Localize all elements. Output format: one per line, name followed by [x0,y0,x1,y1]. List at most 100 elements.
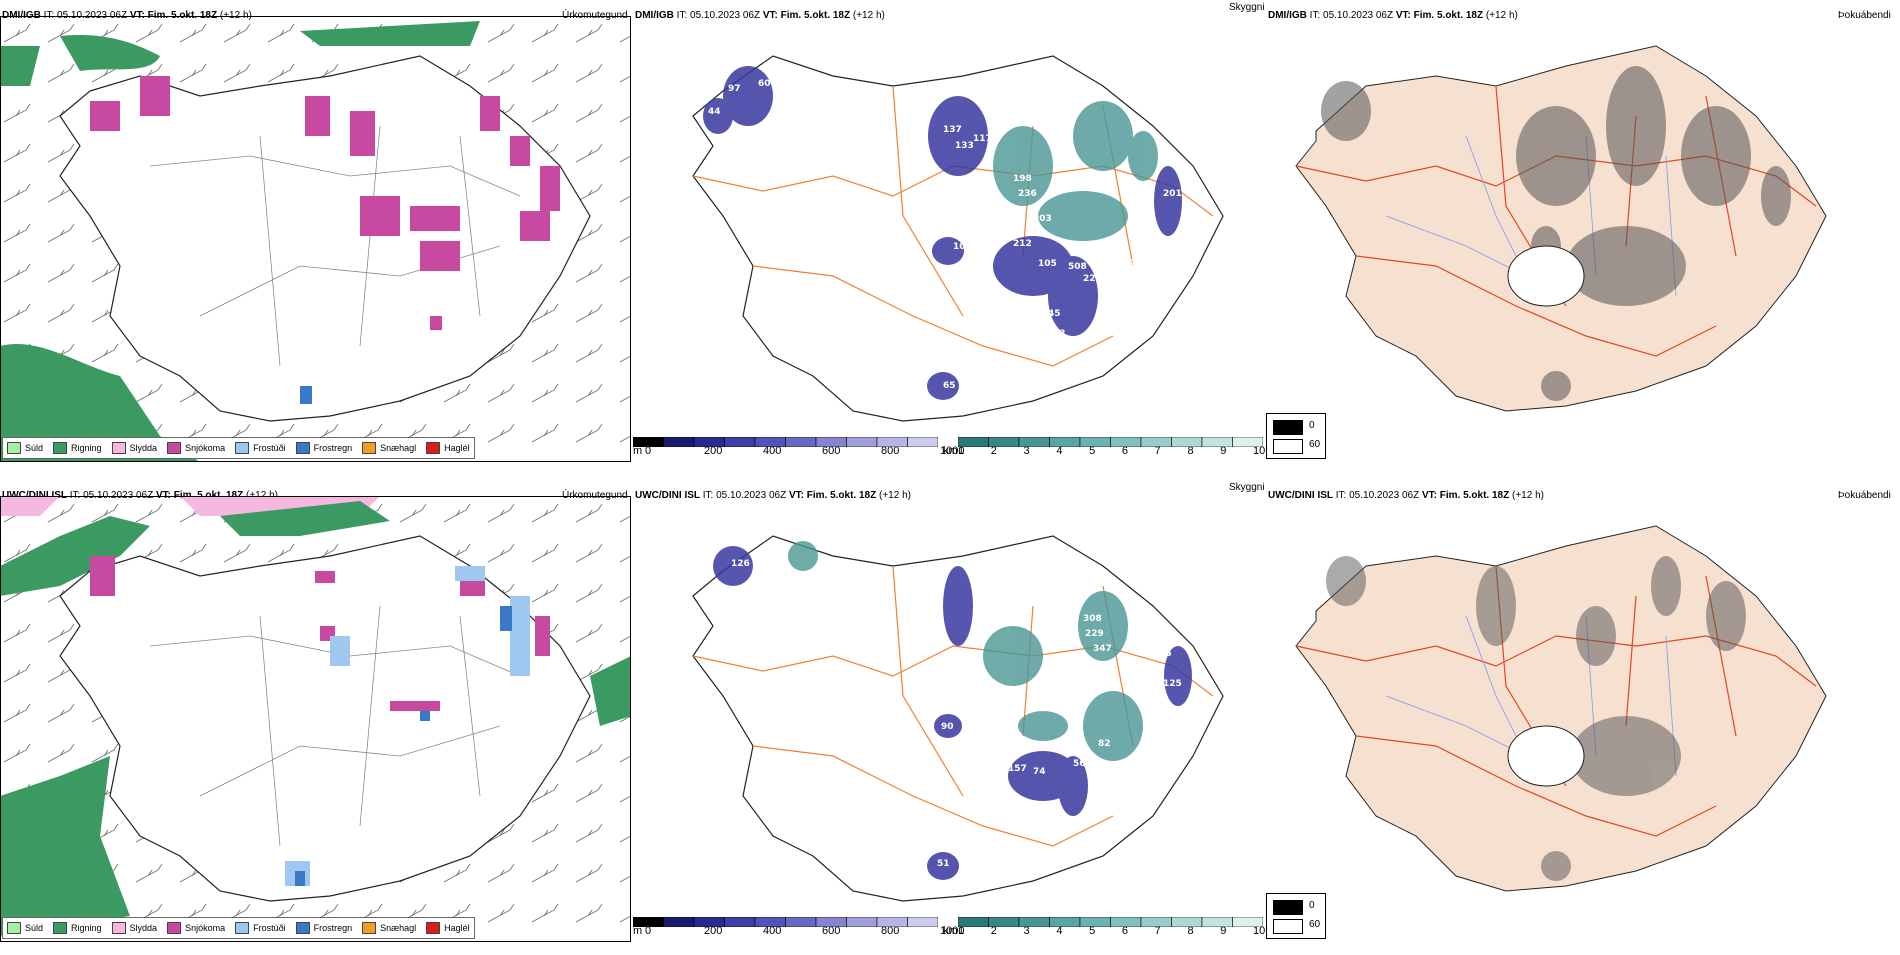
glacier [1507,245,1585,307]
cloud-base-value: 90 [941,722,954,732]
it-label: IT: [1335,490,1347,501]
colorbar-tick: 5 [1089,445,1096,457]
it-value: 05.10.2023 06Z [57,10,128,21]
colorbar-swatch [907,917,938,927]
vt-label: VT: [129,10,145,21]
swatch [426,442,441,454]
lead-time: (+12 h) [1512,490,1544,501]
it-label: IT: [676,10,688,21]
it-label: IT: [702,490,714,501]
row2-cloud-panel: UWC/DINI ISL IT: 05.10.2023 06Z VT: Fim.… [633,480,1266,955]
vt-label: VT: [762,10,778,21]
snow-areas [90,76,560,330]
cloud-base-value: 60 [758,79,771,89]
colorbar-tick: 3 [1023,925,1030,937]
fog-label-60: 60 [1309,919,1321,930]
cloud-base-value: 30 [963,669,976,679]
cloud-base-value: 74 [1033,767,1046,777]
mid-cloud-areas [788,541,1143,761]
colorbar-tick: 800 [881,925,900,937]
it-value: 05.10.2023 06Z [1323,10,1394,21]
row1-precip-panel: DMI/IGB IT: 05.10.2023 06Z VT: Fim. 5.ok… [0,0,633,475]
rain-area [60,35,160,71]
cloud-base-value: 13 [998,704,1011,714]
colorbar-swatch [1232,917,1263,927]
cloud-base-value: 137 [943,125,962,135]
visibility-unit: km [943,445,958,457]
cloud-base-value: 97 [728,84,741,94]
cloud-base-value: 65 [943,381,956,391]
low-cloud-areas [703,66,1182,400]
fog-label-60: 60 [1309,439,1321,450]
colorbar-swatch [785,437,817,447]
cloud-base-value: 508 [1068,262,1087,272]
rivers [1385,615,1677,777]
colorbar-tick: 1 [958,925,965,937]
fog-label-0: 0 [1309,420,1315,431]
row2-fog-map [1295,525,1827,892]
lead-time: (+12 h) [1485,10,1518,21]
it-value: 05.10.2023 06Z [1349,490,1420,501]
row1-precip-frame [0,16,631,462]
row1-cloud-map: 97 60 44 137 133 64 117 198 236 104 212 203 105 508 22… [692,55,1224,422]
rain-area [220,501,390,536]
row1-cloud-header: DMI/IGB IT: 05.10.2023 06Z VT: Fim. 5.ok… [635,10,885,21]
fog-shading [1321,66,1791,401]
it-value: 05.10.2023 06Z [83,490,154,501]
it-label: IT: [69,490,81,501]
legend-item-sleet: Slydda [111,922,157,934]
low-cloud-areas [713,546,1192,880]
colorbar-tick: 600 [822,445,841,457]
colorbar-swatch [846,437,878,447]
visibility-swatches [958,917,1263,927]
colorbar-tick: 2 [990,925,997,937]
fog-swatch-0 [1273,900,1303,915]
colorbar-swatch [785,917,817,927]
model-name: DMI/IGB [1268,10,1307,21]
cloud-base-value: 13 [1053,329,1066,339]
colorbar-tick: 9 [1220,925,1227,937]
rain-area [0,516,150,596]
row2-fog-header: UWC/DINI ISL IT: 05.10.2023 06Z VT: Fim.… [1268,490,1544,501]
rain-area [0,46,40,86]
colorbar-swatch [663,437,695,447]
legend-item-rain: Rigning [53,442,102,454]
cloud-base-value: 157 [1008,764,1027,774]
colorbar-swatch [846,917,878,927]
colorbar-swatch [907,437,938,447]
cloud-base-value: 116 [1041,801,1060,811]
visibility-colorbar: km 1 2 3 4 5 6 7 8 9 10 [943,437,1278,467]
precip-legend: Súld Rigning Slydda Snjókoma Frostúði Fr… [2,917,475,939]
colorbar-tick: 1 [958,445,965,457]
legend-item-snow-pellets: Snæhagl [362,442,416,454]
colorbar-swatch [1201,917,1233,927]
colorbar-tick: 8 [1187,445,1194,457]
legend-item-snow: Snjókoma [167,442,225,454]
cloud-base-labels: 126 70 308 229 347 105 30 13 90 157 74 82 567 116 51 12… [731,557,1182,869]
swatch [426,922,441,934]
fog-shading [1326,556,1746,881]
precip-title: Úrkomutegund [562,490,628,501]
legend-item-freezing-drizzle: Frostúði [235,922,286,934]
model-name: DMI/IGB [2,10,41,21]
fog-swatch-0 [1273,420,1303,435]
cloud-base-value: 198 [1013,174,1032,184]
colorbar-tick: 4 [1056,445,1063,457]
row1-fog-panel: DMI/IGB IT: 05.10.2023 06Z VT: Fim. 5.ok… [1266,0,1899,475]
cloudbase-colorbar: m 0 200 400 600 800 1000 [633,437,964,467]
cloud-base-value: 236 [1018,189,1037,199]
row1-precip-header: DMI/IGB IT: 05.10.2023 06Z VT: Fim. 5.ok… [2,10,252,21]
swatch [362,922,377,934]
coastline [59,535,591,902]
model-name: UWC/DINI ISL [2,490,67,501]
row1-cloud-panel: DMI/IGB IT: 05.10.2023 06Z VT: Fim. 5.ok… [633,0,1266,475]
cloudbase-unit: m [633,925,643,937]
swatch [111,442,126,454]
rain-area [300,21,480,46]
rain-area [590,656,631,726]
colorbar-tick: 6 [1121,925,1128,937]
sleet-area [0,496,60,516]
swatch [53,922,68,934]
colorbar-swatch [1049,437,1081,447]
cloud-base-value: 82 [1098,739,1111,749]
